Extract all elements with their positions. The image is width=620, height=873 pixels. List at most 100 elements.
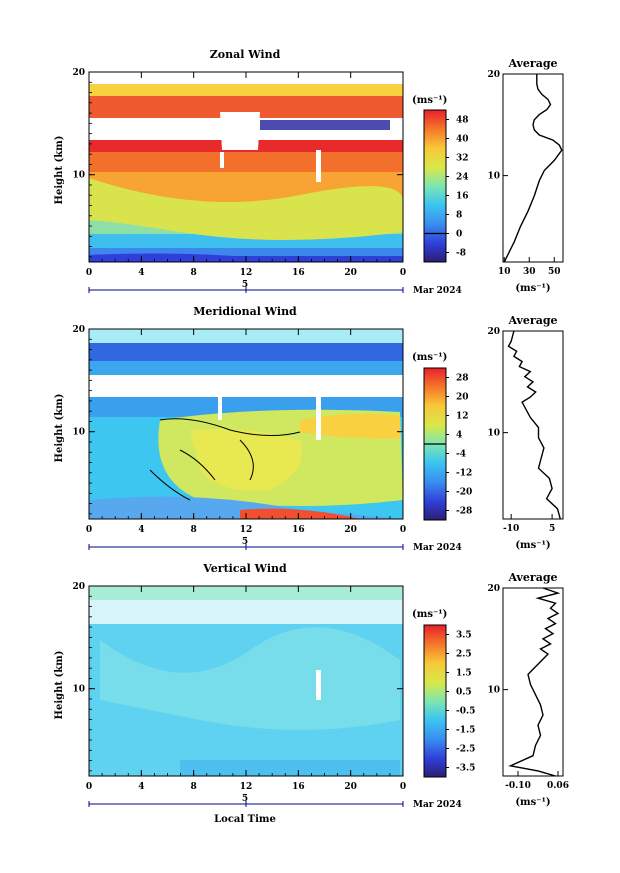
zonal-xtick-label: 0 [400, 268, 406, 278]
meridional-profile-xtick-label: 5 [549, 524, 555, 534]
vertical-colorbar [423, 624, 447, 778]
vertical-ylabel: Height (km) [54, 651, 65, 720]
meridional-date-day: 5 [242, 537, 248, 547]
meridional-ytick-label: 10 [72, 428, 85, 438]
meridional-field [89, 329, 403, 519]
meridional-xtick-label: 8 [191, 525, 197, 535]
meridional-date-label: Mar 2024 [413, 543, 462, 553]
meridional-xtick-label: 12 [240, 525, 253, 535]
vertical-xtick-label: 20 [344, 782, 357, 792]
meridional-cb-tick-label: -28 [456, 507, 472, 517]
zonal-colorbar-ticks: 48 40 32 24 16 8 0 -8 [424, 116, 469, 259]
zonal-xtick-label: 16 [292, 268, 305, 278]
meridional-axes: 0 4 8 12 16 20 0 10 20 [72, 325, 406, 550]
vertical-xlabel: Local Time [214, 814, 276, 825]
vertical-cb-tick-label: -3.5 [456, 764, 475, 774]
zonal-xtick-label: 8 [191, 268, 197, 278]
meridional-cb-tick-label: 28 [456, 374, 469, 384]
vertical-date-day: 5 [242, 794, 248, 804]
vertical-cb-tick-label: 3.5 [456, 631, 472, 641]
meridional-colorbar-ticks: 28 20 12 4 -4 -12 -20 -28 [424, 374, 472, 517]
zonal-cb-tick-label: 40 [456, 135, 469, 145]
vertical-cb-tick-label: -0.5 [456, 707, 475, 717]
vertical-cb-tick-label: 2.5 [456, 650, 472, 660]
meridional-profile-ytick-label: 10 [487, 429, 500, 439]
meridional-ylabel: Height (km) [54, 394, 65, 463]
zonal-cb-tick-label: 16 [456, 192, 469, 202]
zonal-ylabel: Height (km) [54, 136, 65, 205]
vertical-title: Vertical Wind [202, 562, 287, 575]
zonal-profile-title: Average [507, 57, 557, 70]
meridional-xtick-label: 4 [138, 525, 144, 535]
zonal-colorbar [423, 109, 447, 263]
vertical-cb-tick-label: -1.5 [456, 726, 475, 736]
zonal-profile-xtick-label: 50 [548, 267, 561, 277]
vertical-date-label: Mar 2024 [413, 800, 462, 810]
zonal-cb-tick-label: 8 [456, 211, 462, 221]
meridional-cb-tick-label: -12 [456, 469, 472, 479]
vertical-ytick-label: 20 [72, 582, 85, 592]
vertical-field [89, 586, 403, 776]
meridional-xtick-label: 0 [86, 525, 92, 535]
zonal-profile-xtick-label: 10 [498, 267, 511, 277]
meridional-profile-line [507, 330, 561, 520]
vertical-profile-plot: -0.10 0.06 10 20 [487, 584, 568, 791]
vertical-panel: Vertical Wind 0 4 8 12 16 20 0 10 20 Height (km)… [54, 562, 569, 825]
meridional-cb-tick-label: -20 [456, 488, 472, 498]
zonal-profile-line [503, 74, 563, 263]
vertical-xtick-label: 0 [86, 782, 92, 792]
zonal-profile-plot: 10 30 50 10 20 [487, 70, 563, 277]
zonal-xtick-label: 0 [86, 268, 92, 278]
zonal-cb-tick-label: 0 [456, 230, 462, 240]
zonal-profile-xlabel: (ms⁻¹) [515, 283, 550, 294]
meridional-cb-tick-label: 20 [456, 393, 469, 403]
zonal-xtick-label: 4 [138, 268, 144, 278]
meridional-panel: Meridional Wind 0 4 8 12 16 20 0 10 20 Height (k… [54, 305, 564, 553]
vertical-profile-ytick-label: 20 [487, 584, 500, 594]
vertical-xtick-label: 8 [191, 782, 197, 792]
vertical-cb-tick-label: -2.5 [456, 745, 475, 755]
zonal-cb-tick-label: 32 [456, 154, 469, 164]
meridional-cb-tick-label: 4 [456, 431, 462, 441]
vertical-cb-tick-label: 1.5 [456, 669, 472, 679]
zonal-ytick-label: 20 [72, 68, 85, 78]
meridional-title: Meridional Wind [193, 305, 297, 318]
vertical-colorbar-ticks: 3.5 2.5 1.5 0.5 -0.5 -1.5 -2.5 -3.5 [446, 631, 475, 774]
zonal-date-day: 5 [242, 280, 248, 290]
vertical-xtick-label: 4 [138, 782, 144, 792]
vertical-profile-ytick-label: 10 [487, 686, 500, 696]
meridional-profile-xtick-label: -10 [503, 524, 519, 534]
zonal-field [88, 72, 403, 262]
meridional-profile-plot: -10 5 10 20 [487, 327, 561, 534]
meridional-xtick-label: 0 [400, 525, 406, 535]
meridional-cb-tick-label: 12 [456, 412, 469, 422]
meridional-ytick-label: 20 [72, 325, 85, 335]
zonal-axes: 0 4 8 12 16 20 0 10 20 [72, 68, 406, 293]
vertical-profile-xlabel: (ms⁻¹) [515, 797, 550, 808]
zonal-profile-frame [502, 73, 564, 263]
meridional-profile-xlabel: (ms⁻¹) [515, 540, 550, 551]
meridional-profile-frame [502, 330, 564, 520]
meridional-cb-tick-label: -4 [456, 450, 466, 460]
vertical-cb-tick-label: 0.5 [456, 688, 472, 698]
vertical-profile-xtick-label: -0.10 [505, 781, 531, 791]
vertical-profile-line [508, 587, 561, 777]
vertical-xtick-label: 16 [292, 782, 305, 792]
zonal-cb-tick-label: -8 [456, 249, 466, 259]
vertical-profile-xtick-label: 0.06 [547, 781, 569, 791]
vertical-profile-frame [502, 587, 564, 777]
zonal-ytick-label: 10 [72, 171, 85, 181]
vertical-xtick-label: 12 [240, 782, 253, 792]
meridional-profile-title: Average [507, 314, 557, 327]
zonal-profile-xtick-label: 30 [523, 267, 536, 277]
zonal-cb-tick-label: 48 [456, 116, 469, 126]
zonal-profile-ytick-label: 20 [487, 70, 500, 80]
meridional-xtick-label: 20 [344, 525, 357, 535]
zonal-colorbar-unit: (ms⁻¹) [412, 95, 447, 106]
zonal-title: Zonal Wind [210, 48, 281, 61]
zonal-xtick-label: 20 [344, 268, 357, 278]
vertical-colorbar-unit: (ms⁻¹) [412, 609, 447, 620]
meridional-profile-ytick-label: 20 [487, 327, 500, 337]
